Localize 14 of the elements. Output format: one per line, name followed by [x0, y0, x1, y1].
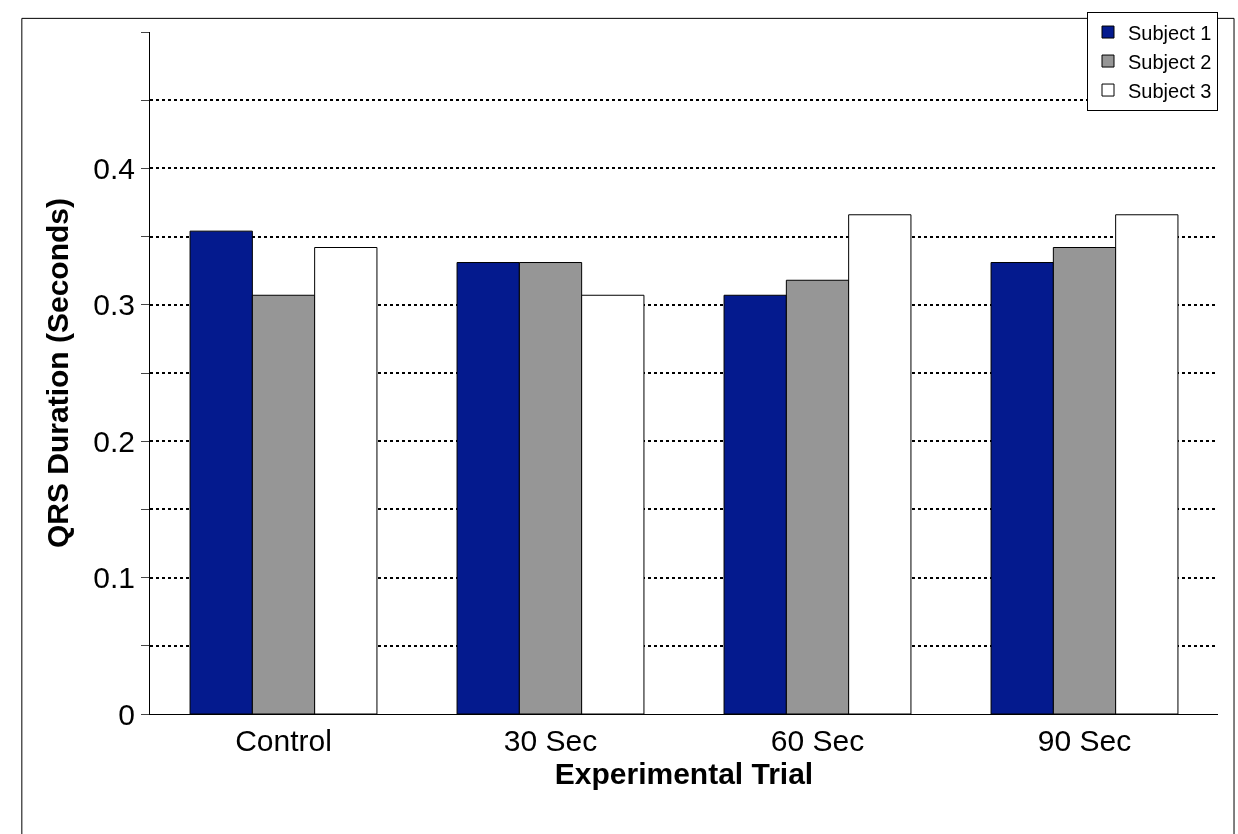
- y-axis-title: QRS Duration (Seconds): [41, 197, 75, 549]
- y-tick-label: 0.3: [93, 288, 135, 322]
- x-axis-title: Experimental Trial: [554, 757, 814, 790]
- legend-label: Subject 3: [1128, 79, 1212, 102]
- y-tick-label: 0.4: [93, 151, 135, 185]
- y-tick-label: 0.2: [93, 424, 135, 458]
- legend-label: Subject 1: [1128, 21, 1212, 44]
- y-tick-label: 0.1: [93, 561, 135, 595]
- x-tick-label: 90 Sec: [1037, 724, 1132, 757]
- legend-label: Subject 2: [1128, 50, 1212, 73]
- x-tick-label: 30 Sec: [503, 724, 598, 757]
- y-tick-label: 0: [118, 697, 135, 731]
- x-tick-label: 60 Sec: [770, 724, 865, 757]
- x-tick-label: Control: [235, 724, 332, 757]
